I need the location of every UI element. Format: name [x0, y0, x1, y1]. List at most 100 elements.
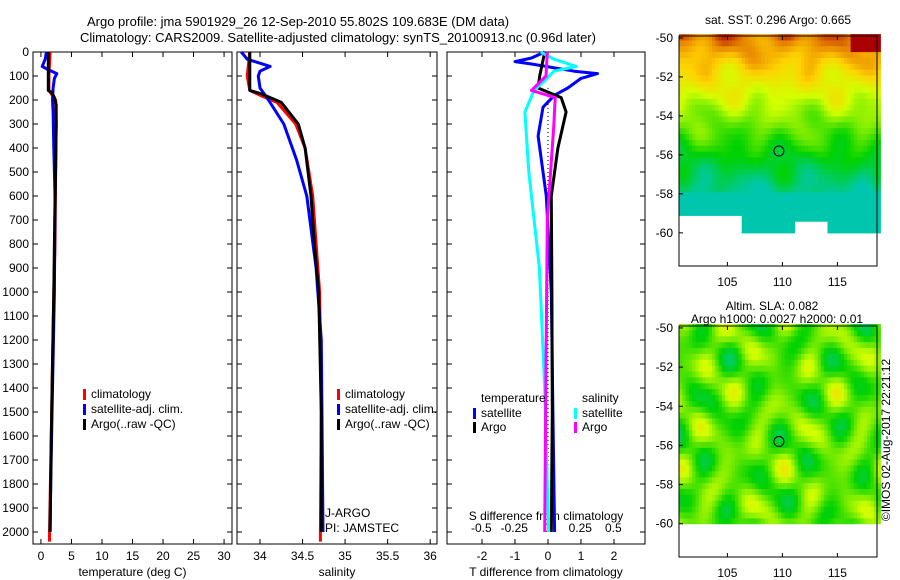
map-cell [725, 75, 730, 82]
map-cell [840, 459, 845, 466]
map-cell [804, 151, 809, 158]
map-cell [857, 465, 862, 472]
map-cell [873, 382, 878, 390]
x-tick-label: 35.5 [376, 549, 400, 563]
map-cell [820, 435, 825, 442]
map-cell [702, 162, 706, 170]
map-cell [715, 382, 720, 390]
map-cell [844, 139, 848, 146]
map-cell [748, 127, 753, 134]
map-cell [857, 418, 862, 425]
map-cell [804, 69, 809, 76]
map-cell [837, 98, 842, 105]
map-cell [830, 406, 835, 413]
map-cell [745, 145, 749, 152]
map-cell [857, 57, 862, 64]
map-cell [761, 92, 766, 99]
map-cell [741, 453, 746, 460]
map-cell [728, 429, 733, 437]
map-cell [781, 459, 786, 466]
map-cell [728, 145, 733, 152]
map-cell [748, 329, 753, 337]
map-cell [797, 470, 802, 478]
map-cell [834, 209, 838, 216]
map-cell [712, 186, 716, 193]
map-cell [695, 186, 700, 193]
map-cell [830, 418, 835, 425]
map-cell [870, 453, 875, 460]
map-cell [728, 86, 733, 94]
map-cell [794, 453, 799, 460]
map-cell [702, 347, 706, 354]
map-cell [847, 186, 852, 193]
map-cell [718, 104, 723, 111]
map-cell [692, 209, 697, 216]
map-cell [771, 435, 776, 442]
map-cell [807, 203, 812, 210]
y-tick-label: -56 [656, 148, 674, 162]
map-cell [679, 80, 683, 88]
map-cell [718, 197, 723, 205]
map-cell [827, 80, 832, 88]
map-cell [725, 500, 730, 507]
map-cell [738, 506, 743, 513]
map-cell [817, 500, 822, 507]
map-cell [748, 365, 753, 372]
map-cell [682, 394, 687, 401]
map-cell [784, 447, 789, 454]
map-cell [870, 365, 875, 372]
map-cell [715, 341, 720, 349]
map-cell [784, 221, 789, 228]
map-cell [873, 500, 878, 507]
map-cell [745, 115, 749, 123]
map-cell [824, 382, 829, 390]
map-cell [731, 335, 736, 343]
map-cell [853, 347, 858, 354]
map-cell [863, 127, 868, 134]
map-cell [771, 39, 776, 47]
map-cell [725, 51, 730, 58]
map-cell [768, 115, 772, 123]
map-cell [751, 406, 756, 413]
map-cell [731, 197, 736, 205]
map-cell [725, 376, 730, 384]
map-cell [764, 388, 769, 395]
map-cell [807, 162, 812, 170]
map-cell [771, 441, 776, 448]
map-cell [814, 34, 819, 41]
map-cell [807, 197, 812, 205]
map-cell [873, 517, 878, 525]
map-cell [741, 429, 746, 437]
map-cell [847, 441, 852, 448]
map-cell [771, 341, 776, 349]
map-cell [768, 418, 772, 425]
map-cell [685, 470, 690, 478]
map-cell [748, 180, 753, 187]
map-cell [728, 98, 733, 105]
map-cell [860, 376, 865, 384]
map-cell [853, 39, 858, 47]
map-cell [877, 517, 881, 525]
map-cell [695, 394, 700, 401]
map-cell [771, 156, 776, 164]
map-cell [715, 441, 720, 448]
map-cell [844, 180, 848, 187]
map-cell [761, 145, 766, 152]
map-cell [712, 80, 716, 88]
map-cell [692, 186, 697, 193]
map-cell [708, 435, 713, 442]
map-cell [702, 365, 706, 372]
map-cell [712, 162, 716, 170]
map-cell [870, 406, 875, 413]
map-cell [801, 127, 805, 134]
map-cell [870, 151, 875, 158]
map-cell [794, 168, 799, 175]
map-cell [807, 191, 812, 199]
map-cell [692, 517, 697, 525]
map-cell [698, 324, 703, 331]
map-cell [764, 500, 769, 507]
map-cell [787, 406, 792, 413]
map-cell [873, 104, 878, 111]
map-cell [698, 341, 703, 349]
map-cell [695, 174, 700, 181]
